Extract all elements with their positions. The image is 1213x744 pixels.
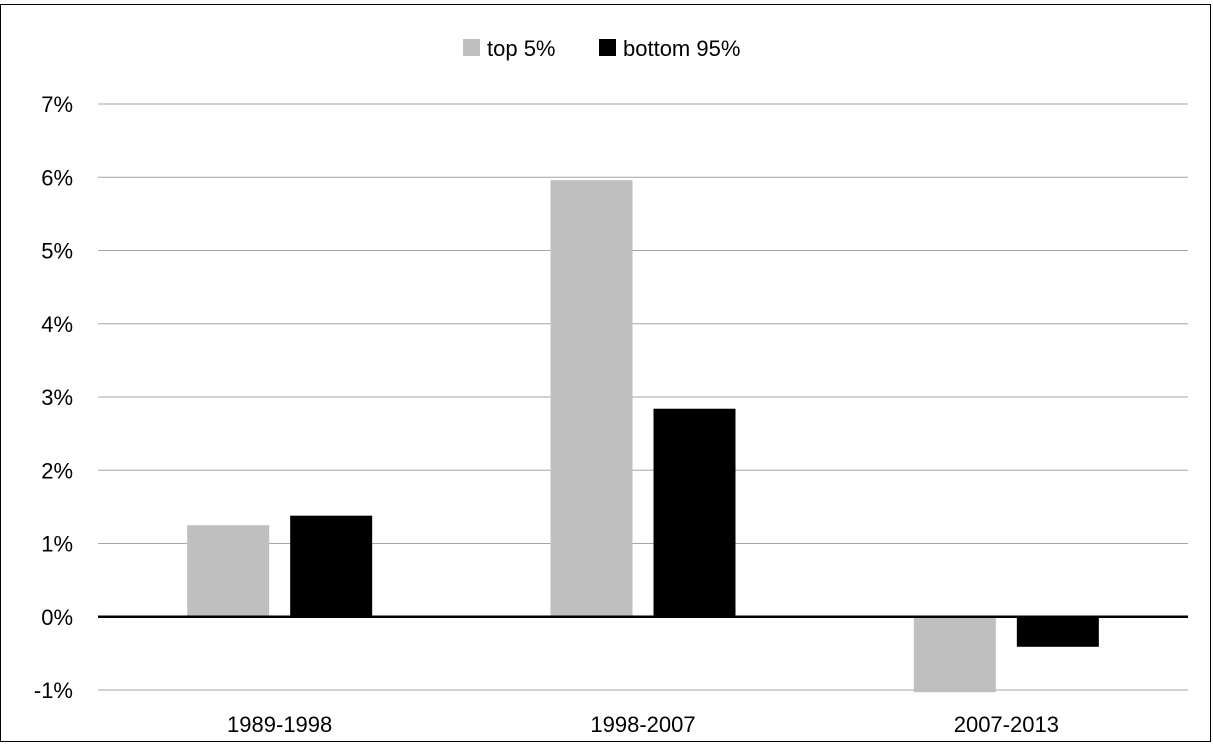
y-tick-label: 2% xyxy=(41,458,73,483)
chart-frame: -1% 0% 1% 2% 3% 4% 5% 6% 7% 1989-1998 1998-2007 20… xyxy=(0,4,1211,742)
y-tick-label: 0% xyxy=(41,605,73,630)
legend-swatch xyxy=(599,39,616,56)
y-tick-label: 4% xyxy=(41,312,73,337)
legend-swatch xyxy=(463,39,480,56)
bar-top-5-2007-2013 xyxy=(913,616,996,693)
y-tick-label: 6% xyxy=(41,165,73,190)
gridlines xyxy=(98,103,1188,691)
bar-bottom-95-1998-2007 xyxy=(653,408,736,617)
bar-bottom-95-1989-1998 xyxy=(290,515,373,617)
x-tick-label: 1989-1998 xyxy=(227,712,332,737)
bar-top-5-1998-2007 xyxy=(550,180,633,617)
y-tick-label: 1% xyxy=(41,532,73,557)
y-tick-label: -1% xyxy=(34,678,73,703)
bar-bottom-95-2007-2013 xyxy=(1016,616,1099,647)
bar-top-5-1989-1998 xyxy=(187,525,270,617)
bars xyxy=(187,180,1099,693)
y-tick-label: 7% xyxy=(41,92,73,117)
legend: top 5% bottom 95% xyxy=(463,36,740,61)
x-tick-label: 1998-2007 xyxy=(590,712,695,737)
x-axis-tick-labels: 1989-1998 1998-2007 2007-2013 xyxy=(227,712,1059,737)
legend-label: top 5% xyxy=(487,36,556,61)
legend-label: bottom 95% xyxy=(623,36,740,61)
y-axis-tick-labels: -1% 0% 1% 2% 3% 4% 5% 6% 7% xyxy=(34,92,73,703)
x-tick-label: 2007-2013 xyxy=(954,712,1059,737)
bar-chart: -1% 0% 1% 2% 3% 4% 5% 6% 7% 1989-1998 1998-2007 20… xyxy=(34,36,1188,737)
y-tick-label: 5% xyxy=(41,239,73,264)
y-tick-label: 3% xyxy=(41,385,73,410)
